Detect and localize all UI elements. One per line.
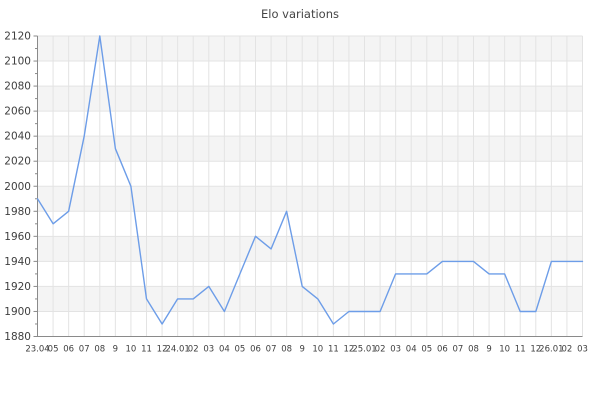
plot-band bbox=[37, 186, 583, 212]
x-axis-label: 26.01 bbox=[539, 345, 563, 355]
x-axis-label: 12 bbox=[344, 345, 355, 355]
y-axis-label: 2060 bbox=[4, 106, 31, 118]
elo-series-line bbox=[36, 35, 584, 325]
x-axis-label: 08 bbox=[281, 345, 292, 355]
plot-band bbox=[37, 36, 583, 62]
x-axis-label: 24.01 bbox=[165, 345, 189, 355]
y-axis-label: 1980 bbox=[4, 206, 31, 218]
y-axis-label: 2020 bbox=[4, 156, 31, 168]
x-axis-label: 06 bbox=[437, 345, 448, 355]
y-axis-label: 1880 bbox=[4, 331, 31, 343]
x-axis-label: 05 bbox=[48, 345, 59, 355]
y-axis-labels: 2120 2100 2080 2060 2040 2020 2000 1980 1960 1940… bbox=[4, 31, 31, 344]
y-axis-label: 2120 bbox=[4, 31, 31, 43]
x-axis-label: 23.04 bbox=[25, 345, 49, 355]
x-axis-label: 11 bbox=[328, 345, 339, 355]
x-axis-label: 04 bbox=[406, 345, 417, 355]
y-axis-label: 2080 bbox=[4, 81, 31, 93]
x-axis-label: 02 bbox=[188, 345, 199, 355]
x-axis-label: 10 bbox=[312, 345, 323, 355]
x-axis-label: 10 bbox=[499, 345, 510, 355]
plot-band bbox=[37, 286, 583, 312]
y-axis-label: 2100 bbox=[4, 56, 31, 68]
y-axis-label: 1940 bbox=[4, 256, 31, 268]
x-axis-label: 06 bbox=[63, 345, 74, 355]
x-axis-label: 12 bbox=[530, 345, 541, 355]
x-axis-label: 05 bbox=[421, 345, 432, 355]
x-axis-label: 02 bbox=[562, 345, 573, 355]
y-axis-label: 1960 bbox=[4, 231, 31, 243]
y-axis-label: 2040 bbox=[4, 131, 31, 143]
chart-title: Elo variations bbox=[261, 7, 339, 21]
x-axis-label: 02 bbox=[375, 345, 386, 355]
x-axis-label: 12 bbox=[157, 345, 168, 355]
x-axis-label: 9 bbox=[486, 345, 491, 355]
x-axis-label: 07 bbox=[453, 345, 464, 355]
x-axis-label: 07 bbox=[79, 345, 90, 355]
plot-band bbox=[37, 86, 583, 112]
x-axis-label: 11 bbox=[141, 345, 152, 355]
x-axis-label: 03 bbox=[203, 345, 214, 355]
plot-bands bbox=[37, 36, 583, 312]
x-axis-label: 08 bbox=[94, 345, 105, 355]
x-axis-label: 9 bbox=[113, 345, 118, 355]
y-axis-label: 2000 bbox=[4, 181, 31, 193]
x-axis-label: 11 bbox=[515, 345, 526, 355]
x-axis-label: 25.01 bbox=[352, 345, 376, 355]
x-axis-label: 03 bbox=[390, 345, 401, 355]
x-axis-label: 04 bbox=[219, 345, 230, 355]
x-axis-label: 05 bbox=[235, 345, 246, 355]
x-axis-label: 10 bbox=[126, 345, 137, 355]
vertical-gridlines bbox=[37, 36, 583, 337]
x-axis-label: 9 bbox=[300, 345, 305, 355]
plot-band bbox=[37, 136, 583, 162]
y-axis-label: 1900 bbox=[4, 306, 31, 318]
plot-band bbox=[37, 236, 583, 262]
x-axis-label: 06 bbox=[250, 345, 261, 355]
x-axis-label: 08 bbox=[468, 345, 479, 355]
x-axis-label: 07 bbox=[266, 345, 277, 355]
y-axis-label: 1920 bbox=[4, 281, 31, 293]
x-axis-label: 03 bbox=[577, 345, 588, 355]
